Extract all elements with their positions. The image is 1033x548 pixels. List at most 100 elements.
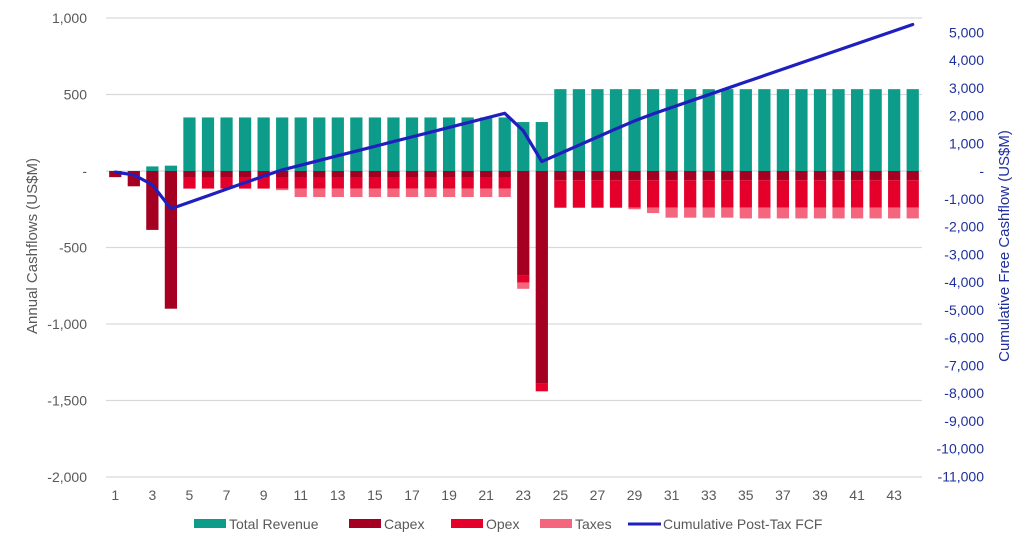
- right-tick-label: -2,000: [944, 219, 984, 235]
- right-tick-label: 3,000: [949, 80, 984, 96]
- bar-opex: [424, 177, 437, 189]
- x-tick-label: 3: [148, 487, 156, 503]
- bar-total-revenue: [832, 89, 845, 171]
- right-tick-label: -5,000: [944, 302, 984, 318]
- right-tick-label: -6,000: [944, 330, 984, 346]
- bar-opex: [832, 180, 845, 208]
- bar-taxes: [442, 188, 456, 198]
- bar-opex: [442, 177, 456, 189]
- bar-total-revenue: [294, 117, 307, 171]
- bar-taxes: [832, 207, 845, 219]
- bar-opex: [480, 177, 493, 189]
- x-tick-label: 1: [111, 487, 119, 503]
- x-tick-label: 7: [223, 487, 231, 503]
- bar-opex: [220, 177, 233, 189]
- bar-total-revenue: [776, 89, 790, 171]
- legend-label: Opex: [486, 516, 519, 532]
- bar-opex: [906, 180, 919, 208]
- bar-capex: [702, 171, 715, 181]
- legend-swatch: [540, 519, 572, 528]
- bar-total-revenue: [183, 117, 196, 171]
- right-tick-label: -: [979, 163, 984, 179]
- bar-capex: [832, 171, 845, 181]
- x-tick-label: 31: [664, 487, 680, 503]
- bar-total-revenue: [313, 117, 326, 171]
- bar-taxes: [387, 188, 400, 198]
- bar-total-revenue: [702, 89, 715, 171]
- bar-total-revenue: [220, 117, 233, 171]
- bar-opex: [813, 180, 827, 208]
- bar-opex: [294, 177, 307, 189]
- bar-capex: [776, 171, 790, 181]
- bar-total-revenue: [591, 89, 604, 171]
- right-tick-label: 1,000: [949, 135, 984, 151]
- bar-capex: [164, 171, 178, 309]
- x-tick-label: 43: [886, 487, 902, 503]
- bar-total-revenue: [331, 117, 344, 171]
- left-tick-label: -1,500: [47, 393, 87, 409]
- x-tick-label: 29: [627, 487, 643, 503]
- bar-capex: [109, 171, 122, 178]
- bar-capex: [758, 171, 771, 181]
- bar-capex: [869, 171, 882, 181]
- bar-opex: [368, 177, 382, 189]
- bar-opex: [572, 180, 586, 208]
- bar-taxes: [758, 207, 771, 219]
- right-tick-label: -4,000: [944, 274, 984, 290]
- bar-opex: [257, 177, 270, 189]
- x-tick-label: 23: [515, 487, 531, 503]
- bar-total-revenue: [739, 89, 752, 171]
- bar-opex: [405, 177, 419, 189]
- bar-total-revenue: [442, 117, 456, 171]
- bar-capex: [331, 171, 344, 178]
- bar-capex: [294, 171, 307, 178]
- bar-opex: [517, 275, 530, 283]
- bar-opex: [850, 180, 864, 208]
- fcf-line-group: [113, 22, 915, 211]
- bar-capex: [535, 171, 548, 384]
- bar-opex: [183, 177, 196, 189]
- bar-total-revenue: [721, 89, 734, 171]
- left-axis-ticks: 1,000 500 - -500 -1,000 -1,500 -2,000: [47, 10, 87, 485]
- right-tick-label: -11,000: [938, 468, 985, 484]
- left-tick-label: -: [82, 163, 87, 179]
- right-tick-label: -9,000: [944, 413, 984, 429]
- bar-taxes: [294, 188, 307, 198]
- bar-total-revenue: [554, 89, 567, 171]
- bar-capex: [424, 171, 437, 178]
- bar-taxes: [331, 188, 344, 198]
- bar-total-revenue: [350, 117, 363, 171]
- x-tick-label: 5: [186, 487, 194, 503]
- bar-capex: [554, 171, 567, 181]
- bar-capex: [739, 171, 752, 181]
- bar-taxes: [628, 207, 641, 210]
- bar-opex: [350, 177, 363, 189]
- bar-capex: [405, 171, 419, 178]
- x-axis-ticks: 1 3 5 7 9 11 13 15 17 19 21 23 25 27 29 31 33 35 37 39 41 43: [111, 487, 902, 503]
- gridlines: [106, 17, 922, 478]
- left-tick-label: -500: [59, 240, 87, 256]
- bar-opex: [646, 180, 660, 208]
- bar-opex: [628, 180, 641, 208]
- right-tick-label: 5,000: [949, 24, 984, 40]
- bar-opex: [331, 177, 344, 189]
- bar-taxes: [480, 188, 493, 198]
- bar-opex: [665, 180, 678, 208]
- right-axis-title: Cumulative Free Cashflow (US$M): [996, 130, 1013, 362]
- bar-opex: [684, 180, 697, 208]
- bar-total-revenue: [387, 117, 400, 171]
- bar-total-revenue: [498, 117, 511, 171]
- bar-capex: [387, 171, 400, 178]
- legend-swatch: [194, 519, 226, 528]
- bar-taxes: [906, 207, 919, 219]
- x-tick-label: 21: [478, 487, 494, 503]
- bar-opex: [609, 180, 623, 208]
- right-tick-label: 2,000: [949, 108, 984, 124]
- bar-capex: [183, 171, 196, 178]
- bar-capex: [591, 171, 604, 181]
- bar-taxes: [665, 207, 678, 218]
- left-tick-label: -2,000: [47, 469, 87, 485]
- bar-opex: [313, 177, 326, 189]
- bar-capex: [276, 171, 289, 178]
